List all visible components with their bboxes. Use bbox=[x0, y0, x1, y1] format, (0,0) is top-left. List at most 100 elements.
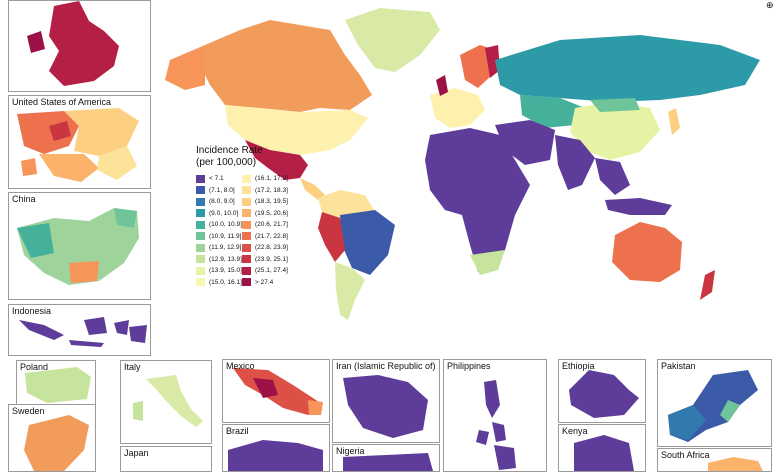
legend-column-left: < 7.1 (7.1, 8.0] (8.0, 9.0] (9.0, 10.0] … bbox=[196, 173, 242, 288]
andes bbox=[318, 212, 345, 262]
map-legend: Incidence Rate (per 100,000) < 7.1 (7.1,… bbox=[196, 145, 288, 288]
legend-item: (10.9, 11.9] bbox=[196, 231, 242, 243]
legend-item: (10.0, 10.9] bbox=[196, 219, 242, 231]
uk bbox=[436, 75, 448, 96]
greenland bbox=[345, 8, 440, 72]
legend-swatch bbox=[196, 220, 205, 229]
legend-item: > 27.4 bbox=[242, 277, 288, 289]
legend-subtitle: (per 100,000) bbox=[196, 157, 257, 168]
legend-swatch bbox=[196, 278, 205, 287]
inset-label: Kenya bbox=[562, 426, 588, 436]
legend-title: Incidence Rate bbox=[196, 145, 263, 156]
legend-swatch bbox=[196, 255, 205, 264]
legend-item: (22.8, 23.9] bbox=[242, 242, 288, 254]
legend-swatch bbox=[242, 209, 251, 218]
legend-item: (17.2, 18.3] bbox=[242, 185, 288, 197]
inset-indonesia-map bbox=[19, 317, 147, 347]
legend-swatch bbox=[242, 278, 251, 287]
inset-label: China bbox=[12, 194, 36, 204]
legend-swatch bbox=[196, 174, 205, 183]
central-asia bbox=[520, 95, 585, 128]
legend-swatch bbox=[242, 266, 251, 275]
canada bbox=[200, 20, 372, 112]
inset-label: Iran (Islamic Republic of) bbox=[336, 361, 436, 371]
inset-label: Philippines bbox=[447, 361, 491, 371]
legend-item: (11.9, 12.9] bbox=[196, 242, 242, 254]
legend-swatch bbox=[242, 174, 251, 183]
china bbox=[570, 102, 660, 160]
legend-item: (16.1, 17.2] bbox=[242, 173, 288, 185]
inset-label: Sweden bbox=[12, 406, 45, 416]
inset-label: United States of America bbox=[12, 97, 112, 107]
legend-swatch bbox=[242, 220, 251, 229]
japan bbox=[668, 108, 680, 135]
inset-indonesia: Indonesia bbox=[8, 304, 151, 356]
inset-iran: Iran (Islamic Republic of) bbox=[332, 359, 440, 443]
inset-italy: Italy bbox=[120, 360, 212, 444]
australia bbox=[612, 222, 682, 282]
inset-label: Indonesia bbox=[12, 306, 52, 316]
scandinavia bbox=[460, 45, 495, 88]
inset-label: Mexico bbox=[226, 361, 255, 371]
legend-swatch bbox=[196, 209, 205, 218]
legend-item: (15.0, 16.1] bbox=[196, 277, 242, 289]
india bbox=[555, 135, 595, 190]
africa bbox=[425, 128, 530, 272]
legend-item: (20.6, 21.7] bbox=[242, 219, 288, 231]
mexico bbox=[245, 140, 308, 180]
legend-item: (13.9, 15.0] bbox=[196, 265, 242, 277]
inset-poland-map bbox=[25, 367, 91, 403]
inset-label: Poland bbox=[20, 362, 49, 372]
inset-label: Italy bbox=[124, 362, 141, 372]
central-america bbox=[300, 178, 325, 200]
inset-label: Pakistan bbox=[661, 361, 696, 371]
inset-philippines: Philippines bbox=[443, 359, 547, 472]
inset-china: China bbox=[8, 192, 151, 300]
inset-uk bbox=[8, 0, 151, 92]
legend-swatch bbox=[196, 232, 205, 241]
indonesia bbox=[605, 198, 672, 215]
inset-mexico: Mexico bbox=[222, 359, 330, 423]
mongolia bbox=[590, 98, 640, 112]
inset-label: Brazil bbox=[226, 426, 249, 436]
legend-swatch bbox=[196, 243, 205, 252]
inset-sweden-map bbox=[24, 415, 89, 471]
legend-swatch bbox=[242, 186, 251, 195]
inset-kenya-map bbox=[574, 435, 634, 471]
north-arrow-icon: ⊕ bbox=[766, 0, 774, 10]
inset-south-africa: South Africa bbox=[657, 448, 772, 472]
inset-label: Nigeria bbox=[336, 446, 365, 456]
inset-brazil-map bbox=[228, 440, 323, 471]
russia bbox=[495, 35, 760, 102]
legend-column-right: (16.1, 17.2] (17.2, 18.3] (18.3, 19.5] (… bbox=[242, 173, 288, 288]
inset-usa-map bbox=[17, 108, 139, 182]
legend-swatch bbox=[196, 186, 205, 195]
inset-iran-map bbox=[343, 375, 428, 438]
legend-swatch bbox=[242, 255, 251, 264]
south-africa bbox=[470, 250, 505, 275]
inset-china-map bbox=[17, 208, 139, 285]
inset-pakistan: Pakistan bbox=[657, 359, 772, 447]
inset-label: Japan bbox=[124, 448, 149, 458]
inset-mexico-map bbox=[233, 368, 323, 415]
brazil bbox=[340, 210, 395, 275]
inset-usa: United States of America bbox=[8, 95, 151, 189]
inset-italy-map bbox=[133, 375, 203, 427]
inset-japan: Japan bbox=[120, 446, 212, 472]
europe-west bbox=[430, 88, 485, 128]
southern-cone bbox=[335, 262, 365, 320]
legend-item: (18.3, 19.5] bbox=[242, 196, 288, 208]
inset-pakistan-map bbox=[668, 370, 758, 442]
inset-kenya: Kenya bbox=[558, 424, 646, 472]
legend-swatch bbox=[242, 197, 251, 206]
alaska bbox=[165, 45, 205, 90]
legend-item: (21.7, 22.8] bbox=[242, 231, 288, 243]
legend-item: (8.0, 9.0] bbox=[196, 196, 242, 208]
inset-label: Ethiopia bbox=[562, 361, 595, 371]
legend-item: (9.0, 10.0] bbox=[196, 208, 242, 220]
inset-brazil: Brazil bbox=[222, 424, 330, 472]
legend-swatch bbox=[196, 197, 205, 206]
legend-item: (23.9, 25.1] bbox=[242, 254, 288, 266]
finland bbox=[485, 45, 500, 78]
